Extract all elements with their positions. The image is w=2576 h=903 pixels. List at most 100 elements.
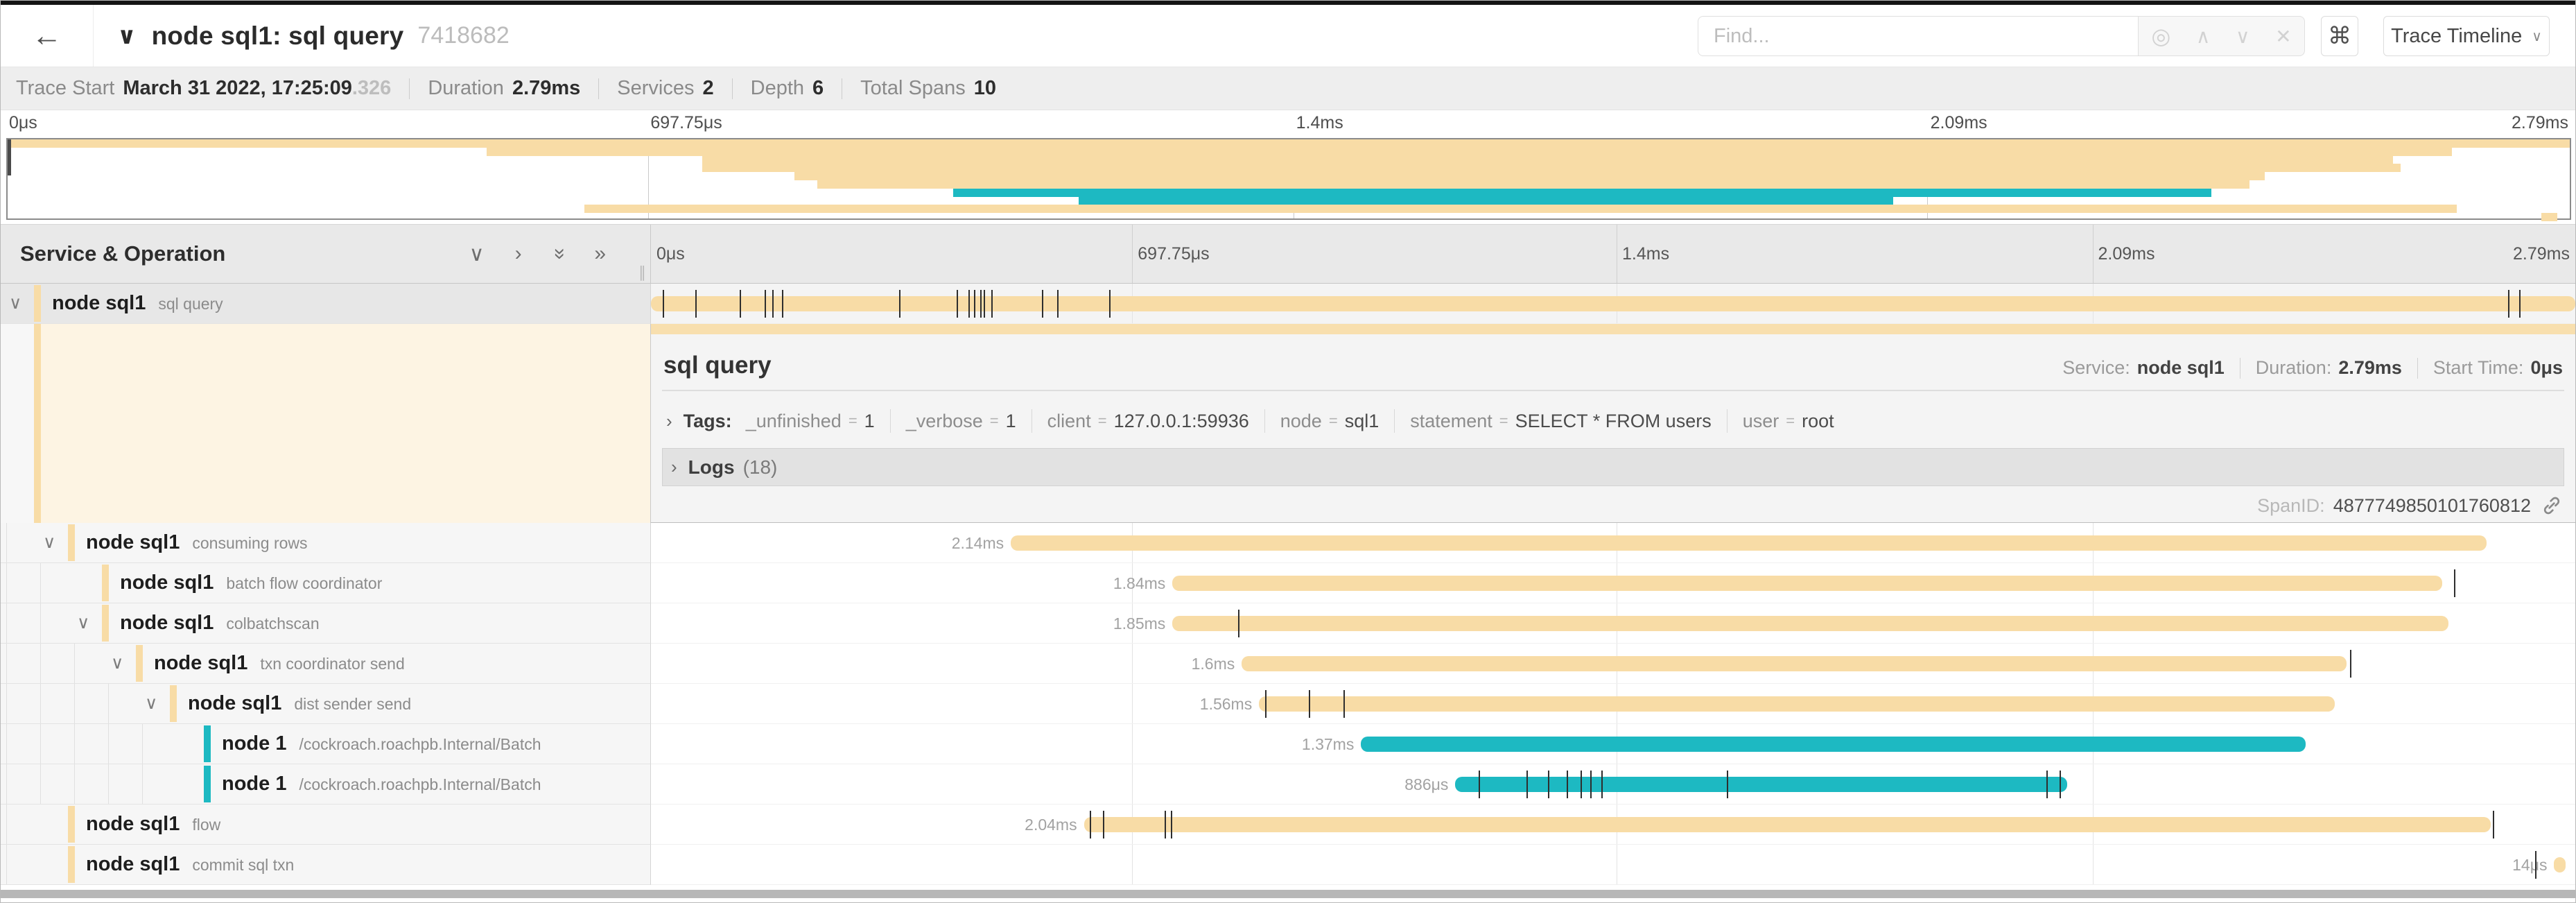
tags-accordion[interactable]: › Tags: _unfinished = 1 _verbose = 1 client = 12… [666,402,2564,440]
span-row-timeline-cell[interactable]: 2.14ms [651,523,2575,563]
log-marker[interactable] [1165,811,1167,839]
log-marker[interactable] [1726,771,1728,798]
log-marker[interactable] [764,290,766,318]
span-row-timeline-cell[interactable]: 1.37ms [651,724,2575,764]
log-marker[interactable] [980,290,982,318]
log-marker[interactable] [957,290,959,318]
span-bar[interactable] [651,296,2575,311]
span-row-timeline-cell[interactable]: 1.85ms [651,603,2575,644]
span-row[interactable]: node sql1 commit sql txn 14μs [1,845,2575,885]
span-row[interactable]: ∨ node sql1 dist sender send 1.56ms [1,684,2575,724]
log-marker[interactable] [695,290,697,318]
log-marker[interactable] [1567,771,1569,798]
span-row[interactable]: node sql1 batch flow coordinator 1.84ms [1,563,2575,603]
log-marker[interactable] [1590,771,1592,798]
span-row[interactable]: node 1/cockroach.roachpb.Internal/Batch 8… [1,764,2575,805]
expand-chevron-icon[interactable]: ∨ [111,653,124,673]
log-marker[interactable] [1108,290,1111,318]
minimap-drag-handle[interactable] [8,139,11,175]
clear-find-icon[interactable]: ✕ [2275,25,2292,47]
log-marker[interactable] [1237,610,1239,637]
span-row-timeline-cell[interactable]: 14μs [651,845,2575,885]
minimap-canvas[interactable] [6,138,2571,221]
span-row-name-cell[interactable]: ∨ node sql1 dist sender send [1,684,651,724]
collapse-one-icon[interactable]: « [546,248,569,260]
log-marker[interactable] [1547,771,1549,798]
log-marker[interactable] [2454,569,2456,597]
span-row[interactable]: node 1/cockroach.roachpb.Internal/Batch 1… [1,724,2575,764]
prev-match-icon[interactable]: ∧ [2195,25,2211,47]
log-marker[interactable] [984,290,986,318]
logs-accordion[interactable]: › Logs (18) [662,448,2564,486]
span-row-timeline-cell[interactable]: 1.6ms [651,644,2575,684]
log-marker[interactable] [662,290,664,318]
log-marker[interactable] [739,290,741,318]
log-marker[interactable] [1264,690,1267,718]
expand-one-icon[interactable]: » [594,242,606,265]
expand-chevron-icon[interactable]: ∨ [9,293,22,313]
log-marker[interactable] [1526,771,1529,798]
span-row[interactable]: node sql1 flow 2.04ms [1,805,2575,845]
log-marker[interactable] [899,290,901,318]
span-row-name-cell[interactable]: node sql1 batch flow coordinator [1,563,651,603]
collapse-trace-chevron-icon[interactable]: ∨ [117,22,137,49]
span-row-timeline-cell[interactable]: 886μs [651,764,2575,805]
span-row-name-cell[interactable]: ∨ node sql1 consuming rows [1,523,651,563]
span-row-name-cell[interactable]: ∨ node sql1 sql query [1,284,651,324]
span-row-name-cell[interactable]: node sql1 flow [1,805,651,845]
back-button[interactable]: ← [1,5,94,67]
find-input[interactable] [1698,16,2138,56]
span-bar[interactable] [2554,857,2566,872]
view-mode-dropdown[interactable]: Trace Timeline ∨ [2383,16,2550,56]
expand-chevron-icon[interactable]: ∨ [43,533,56,552]
log-marker[interactable] [991,290,993,318]
log-marker[interactable] [1089,811,1091,839]
log-marker[interactable] [2507,290,2509,318]
span-row-name-cell[interactable]: node sql1 commit sql txn [1,845,651,885]
log-marker[interactable] [968,290,971,318]
expand-all-icon[interactable]: › [514,242,522,265]
log-marker[interactable] [1056,290,1059,318]
span-row-name-cell[interactable]: ∨ node sql1 txn coordinator send [1,644,651,684]
span-bar[interactable] [1172,576,2443,591]
collapse-all-icon[interactable]: ∨ [469,242,485,266]
span-row-timeline-cell[interactable]: 1.84ms [651,563,2575,603]
column-resize-handle[interactable]: ∥ [638,264,646,281]
span-bar[interactable] [1455,777,2068,792]
log-marker[interactable] [2492,811,2494,839]
locate-icon[interactable]: ◎ [2151,24,2171,49]
span-row[interactable]: ∨ node sql1 sql query [1,284,2575,324]
bottom-scrollbar[interactable] [1,890,2575,898]
log-marker[interactable] [781,290,783,318]
log-marker[interactable] [1478,771,1480,798]
span-row-name-cell[interactable]: node 1/cockroach.roachpb.Internal/Batch [1,724,651,764]
span-row[interactable]: ∨ node sql1 colbatchscan 1.85ms [1,603,2575,644]
log-marker[interactable] [1601,771,1603,798]
copy-link-icon[interactable] [2541,495,2563,517]
keyboard-shortcuts-button[interactable]: ⌘ [2321,16,2358,56]
span-bar[interactable] [1361,737,2306,752]
span-bar[interactable] [1242,656,2347,671]
log-marker[interactable] [2046,771,2048,798]
log-marker[interactable] [2534,851,2536,879]
log-marker[interactable] [772,290,774,318]
span-row-timeline-cell[interactable]: 2.04ms [651,805,2575,845]
span-row-timeline-cell[interactable]: 1.56ms [651,684,2575,724]
span-row-timeline-cell[interactable] [651,284,2575,324]
log-marker[interactable] [1580,771,1582,798]
expand-chevron-icon[interactable]: ∨ [145,694,158,713]
span-row-name-cell[interactable]: node 1/cockroach.roachpb.Internal/Batch [1,764,651,805]
log-marker[interactable] [2519,290,2521,318]
span-bar[interactable] [1084,817,2491,832]
next-match-icon[interactable]: ∨ [2236,25,2250,47]
log-marker[interactable] [1343,690,1346,718]
log-marker[interactable] [1041,290,1043,318]
log-marker[interactable] [2350,650,2352,678]
span-bar[interactable] [1259,696,2335,712]
log-marker[interactable] [1170,811,1172,839]
span-bar[interactable] [1172,616,2448,631]
span-row[interactable]: ∨ node sql1 consuming rows 2.14ms [1,523,2575,563]
span-bar[interactable] [1011,535,2487,551]
log-marker[interactable] [2060,771,2062,798]
span-row-name-cell[interactable]: ∨ node sql1 colbatchscan [1,603,651,644]
